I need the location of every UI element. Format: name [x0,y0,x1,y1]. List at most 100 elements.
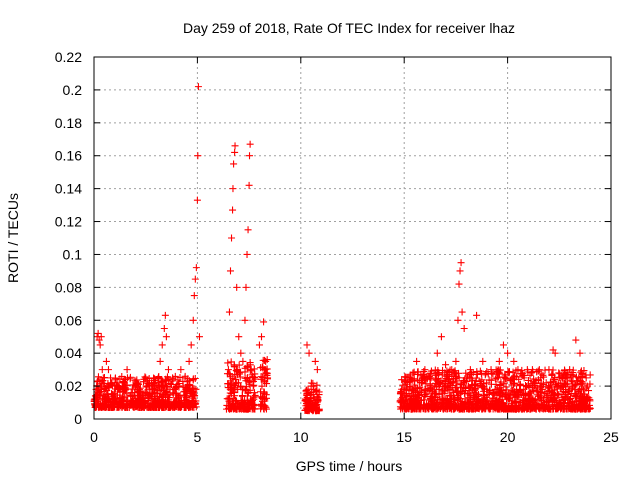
data-point [539,380,547,388]
data-point [162,391,170,399]
data-point [413,396,421,404]
data-point [582,374,590,382]
data-point [241,316,249,324]
data-point [406,374,414,382]
data-point [508,375,516,383]
data-point [421,366,429,374]
data-point [186,382,194,390]
data-point [140,403,148,411]
data-point [457,405,465,413]
data-point [530,375,538,383]
data-point [231,363,239,371]
x-tick-label: 25 [603,429,619,445]
data-point [177,366,185,374]
data-point [263,394,271,402]
data-point [173,382,181,390]
data-point [480,380,488,388]
data-point [446,392,454,400]
data-point [450,405,458,413]
data-point [190,387,198,395]
data-point [400,385,408,393]
data-point [487,380,495,388]
data-point [160,325,168,332]
data-point [398,389,406,397]
data-point [580,386,588,394]
data-point [162,375,170,383]
data-point [246,386,254,394]
data-point [462,384,470,392]
data-point [161,311,169,319]
y-tick-label: 0.2 [63,82,83,98]
data-point [433,349,441,357]
data-point [190,292,198,300]
data-point [420,396,428,404]
data-point [106,398,114,406]
data-point [473,370,481,378]
data-point [104,366,112,374]
data-point [235,333,243,341]
data-point [107,381,115,389]
data-point [459,377,467,385]
data-point [520,374,528,382]
data-point [403,393,411,401]
data-point [492,403,500,411]
data-point [261,356,269,364]
data-point [452,375,460,383]
data-point [471,380,479,388]
data-point [510,388,518,396]
data-point [572,336,580,344]
data-point [97,333,105,341]
data-point [111,376,119,384]
data-point [229,387,237,395]
data-point [304,407,312,415]
data-point [448,366,456,374]
data-point [510,357,518,365]
data-point [484,404,492,412]
data-point [504,368,512,376]
data-point [415,400,423,408]
data-point [427,396,435,404]
grid [94,57,611,419]
data-point [258,400,266,408]
data-point [139,394,147,402]
data-point [500,378,508,386]
data-point [499,341,507,349]
data-point [398,376,406,384]
data-point [236,382,244,390]
data-point [488,369,496,377]
data-point [418,378,426,386]
data-point [575,404,583,412]
data-point [586,380,594,388]
data-point [446,391,454,399]
data-point [555,398,563,406]
data-point [255,341,263,349]
data-point [307,399,315,407]
y-tick-label: 0.12 [55,214,82,230]
data-point [438,397,446,405]
data-point [513,373,521,381]
data-point [189,376,197,384]
data-point [567,377,575,385]
data-point [471,386,479,394]
data-point [464,399,472,407]
data-point [246,152,254,160]
data-point [441,387,449,395]
data-point [131,394,139,402]
data-point [571,391,579,399]
data-point [123,403,131,411]
data-point [158,378,166,386]
data-point [567,400,575,408]
data-point [229,185,237,193]
data-point [564,402,572,410]
data-point [246,140,254,148]
data-point [131,382,139,390]
data-point [96,341,104,349]
data-point [191,275,199,283]
data-point [94,373,102,381]
data-point [224,366,232,374]
data-point [123,366,131,374]
data-point [152,382,160,390]
data-point [569,405,577,413]
data-point [152,398,160,406]
data-point [231,382,239,390]
